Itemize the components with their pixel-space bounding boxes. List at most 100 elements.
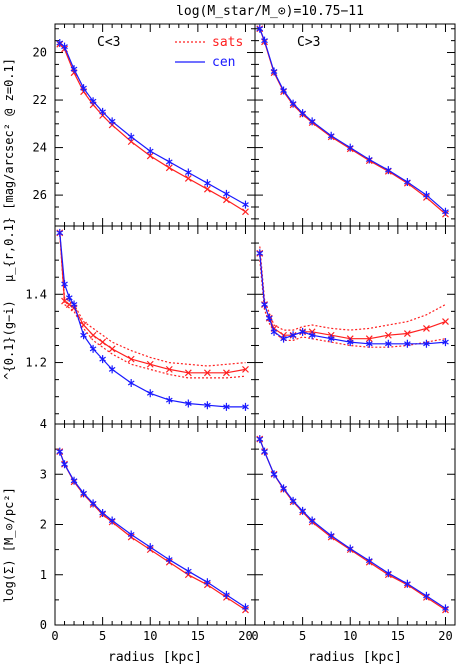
- point-cen: [442, 207, 449, 216]
- point-cen: [223, 402, 230, 411]
- panel-sigma-right: 0 5 10 15 20: [251, 423, 456, 643]
- x-tick-label: 5: [299, 629, 306, 643]
- x-axis-label-right: radius [kpc]: [308, 650, 402, 665]
- series-sats-upper-band: [259, 246, 446, 331]
- point-cen: [423, 339, 430, 348]
- point-cen: [423, 591, 430, 600]
- series-sats-lower-band: [59, 232, 246, 379]
- legend-label-cen: cen: [212, 55, 235, 70]
- point-sats: [127, 138, 135, 146]
- point-cen: [146, 389, 154, 398]
- point-cen: [108, 365, 116, 374]
- point-cen: [61, 460, 68, 469]
- point-cen: [346, 544, 354, 553]
- x-tick-label: 20: [438, 629, 452, 643]
- point-cen: [404, 339, 411, 348]
- point-sats: [203, 369, 211, 377]
- y-axis-label-sigma: log(Σ) [M_⊙/pc²]: [2, 487, 16, 603]
- series-sats-line: [259, 253, 446, 340]
- point-sats: [423, 324, 430, 332]
- y-tick-label: 20: [33, 46, 47, 60]
- series-sats-line: [59, 232, 246, 374]
- point-cen: [385, 166, 392, 175]
- panel-frame: [254, 225, 456, 425]
- point-cen: [346, 143, 354, 152]
- panel-mu-right: C>3: [254, 23, 456, 227]
- point-cen: [89, 344, 97, 353]
- x-tick-label: 0: [251, 629, 258, 643]
- point-cen: [65, 293, 73, 302]
- y-axis-label-mu: μ_{r,0.1} [mag/arcsec² @ z=0.1]: [2, 58, 16, 282]
- point-cen: [127, 530, 135, 539]
- point-sats: [184, 175, 192, 182]
- y-tick-label: 1.4: [25, 287, 47, 301]
- point-cen: [127, 132, 135, 141]
- point-cen: [289, 99, 297, 108]
- point-cen: [185, 399, 192, 408]
- point-cen: [256, 435, 264, 444]
- point-cen: [346, 338, 354, 347]
- series-sats-line: [59, 43, 246, 213]
- point-sats: [384, 331, 392, 339]
- point-cen: [327, 334, 335, 343]
- point-cen: [385, 569, 392, 578]
- series-cen-line: [259, 28, 446, 213]
- panel-color-right: [254, 225, 456, 425]
- point-cen: [204, 401, 211, 410]
- legend-label-sats: sats: [212, 35, 243, 50]
- point-cen: [299, 327, 306, 336]
- x-tick-label: 15: [191, 629, 205, 643]
- point-cen: [280, 86, 287, 95]
- point-cen: [108, 117, 116, 126]
- point-cen: [185, 567, 192, 576]
- x-tick-label: 5: [99, 629, 106, 643]
- point-cen: [185, 168, 192, 177]
- point-cen: [385, 339, 392, 348]
- point-sats: [242, 208, 249, 216]
- panel-mu-left: 20 22 24 26 C<3 sats cen: [33, 23, 256, 227]
- point-cen: [89, 97, 97, 106]
- point-cen: [242, 603, 249, 612]
- x-tick-label: 10: [143, 629, 157, 643]
- point-cen: [423, 191, 430, 200]
- point-cen: [256, 249, 264, 258]
- point-cen: [308, 117, 316, 126]
- point-cen: [270, 470, 278, 479]
- series-cen-line: [59, 451, 246, 608]
- y-tick-label: 4: [40, 417, 47, 431]
- series-sats-line: [59, 451, 246, 611]
- point-cen: [56, 447, 64, 456]
- x-tick-label: 0: [51, 629, 58, 643]
- point-sats: [365, 335, 373, 343]
- panel-frame: [54, 225, 256, 425]
- point-cen: [442, 338, 449, 347]
- point-cen: [280, 484, 287, 493]
- point-cen: [165, 396, 173, 405]
- point-cen: [261, 36, 268, 45]
- point-sats: [146, 360, 154, 368]
- point-cen: [80, 489, 87, 498]
- series-sats-lower-band: [259, 260, 446, 348]
- point-cen: [61, 42, 68, 51]
- point-cen: [242, 402, 249, 411]
- point-cen: [365, 155, 373, 164]
- x-tick-label: 15: [391, 629, 405, 643]
- point-sats: [89, 331, 97, 339]
- point-sats: [242, 365, 249, 373]
- x-tick-label: 10: [343, 629, 357, 643]
- point-cen: [80, 331, 87, 340]
- point-cen: [299, 109, 306, 118]
- x-axis-label-left: radius [kpc]: [108, 650, 202, 665]
- panel-annotation: C>3: [297, 35, 320, 50]
- point-cen: [270, 327, 278, 336]
- point-cen: [327, 131, 335, 140]
- point-cen: [204, 179, 211, 188]
- point-cen: [99, 508, 106, 517]
- point-cen: [89, 499, 97, 508]
- point-sats: [223, 369, 230, 377]
- point-sats: [127, 355, 135, 363]
- point-cen: [127, 379, 135, 388]
- point-sats: [165, 164, 173, 172]
